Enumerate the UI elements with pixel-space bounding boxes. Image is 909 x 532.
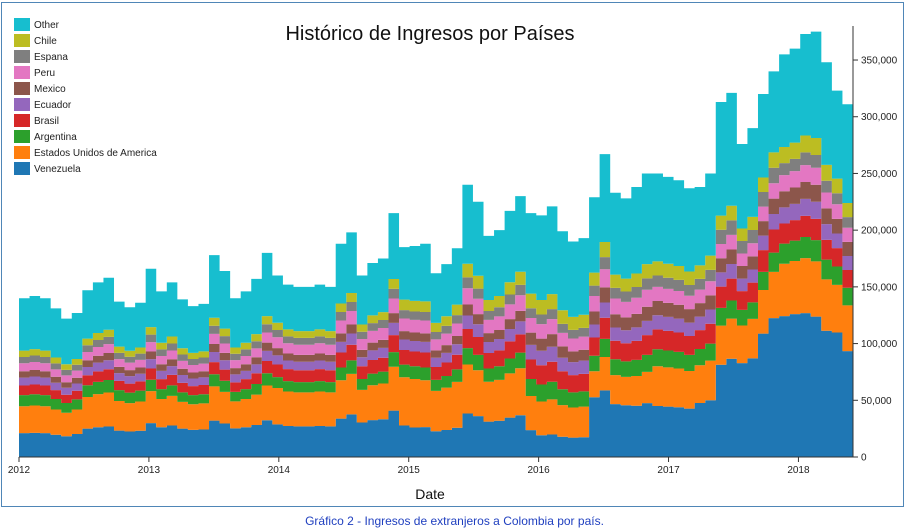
area-venezuela xyxy=(19,313,853,457)
y-tick: 200,000 xyxy=(853,226,898,237)
x-tick: 2016 xyxy=(528,457,551,476)
y-tick-label: 100,000 xyxy=(861,339,898,350)
x-axis: 2012 2013 2014 2015 2016 2017 2018 xyxy=(8,456,853,476)
legend-swatch xyxy=(14,98,30,111)
y-tick: 250,000 xyxy=(853,169,898,180)
x-tick-label: 2015 xyxy=(398,465,421,476)
y-tick-label: 50,000 xyxy=(861,396,892,407)
x-tick: 2012 xyxy=(8,457,31,476)
chart-frame: 0 50,000 100,000 150,000 200,000 250,000 300,0… xyxy=(1,2,904,507)
legend-item: Estados Unidos de America xyxy=(14,146,157,159)
area-ecuador xyxy=(19,198,853,395)
legend-item: Mexico xyxy=(14,82,66,95)
legend-swatch xyxy=(14,82,30,95)
y-tick: 150,000 xyxy=(853,282,898,293)
x-tick-label: 2017 xyxy=(657,465,680,476)
x-tick: 2017 xyxy=(657,457,680,476)
legend-label: Espana xyxy=(34,52,68,63)
legend-label: Brasil xyxy=(34,116,59,127)
stacked-area-chart: 0 50,000 100,000 150,000 200,000 250,000 300,0… xyxy=(8,18,898,502)
legend-item: Argentina xyxy=(14,130,77,143)
area-peru xyxy=(19,165,853,383)
area-mexico xyxy=(19,182,853,388)
y-tick-label: 300,000 xyxy=(861,112,898,123)
legend-swatch xyxy=(14,18,30,31)
legend-item: Venezuela xyxy=(14,162,81,175)
y-tick-label: 250,000 xyxy=(861,169,898,180)
legend-swatch xyxy=(14,50,30,63)
legend-label: Mexico xyxy=(34,84,66,95)
y-tick-label: 350,000 xyxy=(861,56,898,67)
y-tick: 0 xyxy=(853,453,867,464)
legend-swatch xyxy=(14,130,30,143)
area-argentina xyxy=(19,237,853,413)
legend-label: Peru xyxy=(34,68,55,79)
area-espana xyxy=(19,152,853,376)
area-layers xyxy=(19,31,853,457)
area-other xyxy=(19,31,853,365)
x-axis-label: Date xyxy=(415,486,445,502)
x-tick-label: 2014 xyxy=(268,465,291,476)
legend-swatch xyxy=(14,162,30,175)
legend-item: Peru xyxy=(14,66,55,79)
x-tick: 2013 xyxy=(138,457,161,476)
legend-item: Espana xyxy=(14,50,68,63)
legend-label: Venezuela xyxy=(34,164,81,175)
figure-caption: Gráfico 2 - Ingresos de extranjeros a Co… xyxy=(305,514,604,528)
legend-swatch xyxy=(14,34,30,47)
x-tick: 2014 xyxy=(268,457,291,476)
legend-item: Other xyxy=(14,18,60,31)
legend-item: Chile xyxy=(14,34,57,47)
y-tick-label: 150,000 xyxy=(861,282,898,293)
chart-title: Histórico de Ingresos por Países xyxy=(285,23,574,45)
y-tick: 100,000 xyxy=(853,339,898,350)
y-tick: 300,000 xyxy=(853,112,898,123)
legend-item: Ecuador xyxy=(14,98,72,111)
x-tick: 2018 xyxy=(787,457,810,476)
y-tick-label: 200,000 xyxy=(861,226,898,237)
y-tick-label: 0 xyxy=(861,453,867,464)
legend-label: Chile xyxy=(34,36,57,47)
x-tick-label: 2013 xyxy=(138,465,161,476)
x-tick: 2015 xyxy=(398,457,421,476)
legend: Other Chile Espana Peru Mexico Ecuador Brasil A… xyxy=(14,18,157,175)
y-tick: 350,000 xyxy=(853,56,898,67)
area-estados-unidos-de-america xyxy=(19,258,853,438)
legend-label: Estados Unidos de America xyxy=(34,148,157,159)
x-tick-label: 2016 xyxy=(528,465,551,476)
legend-swatch xyxy=(14,146,30,159)
legend-swatch xyxy=(14,114,30,127)
legend-swatch xyxy=(14,66,30,79)
area-brasil xyxy=(19,215,853,404)
y-tick: 50,000 xyxy=(853,396,892,407)
legend-item: Brasil xyxy=(14,114,59,127)
x-tick-label: 2012 xyxy=(8,465,31,476)
x-tick-label: 2018 xyxy=(787,465,810,476)
legend-label: Ecuador xyxy=(34,100,72,111)
area-chile xyxy=(19,135,853,370)
y-axis: 0 50,000 100,000 150,000 200,000 250,000 300,0… xyxy=(852,26,898,464)
legend-label: Argentina xyxy=(34,132,77,143)
legend-label: Other xyxy=(34,20,60,31)
